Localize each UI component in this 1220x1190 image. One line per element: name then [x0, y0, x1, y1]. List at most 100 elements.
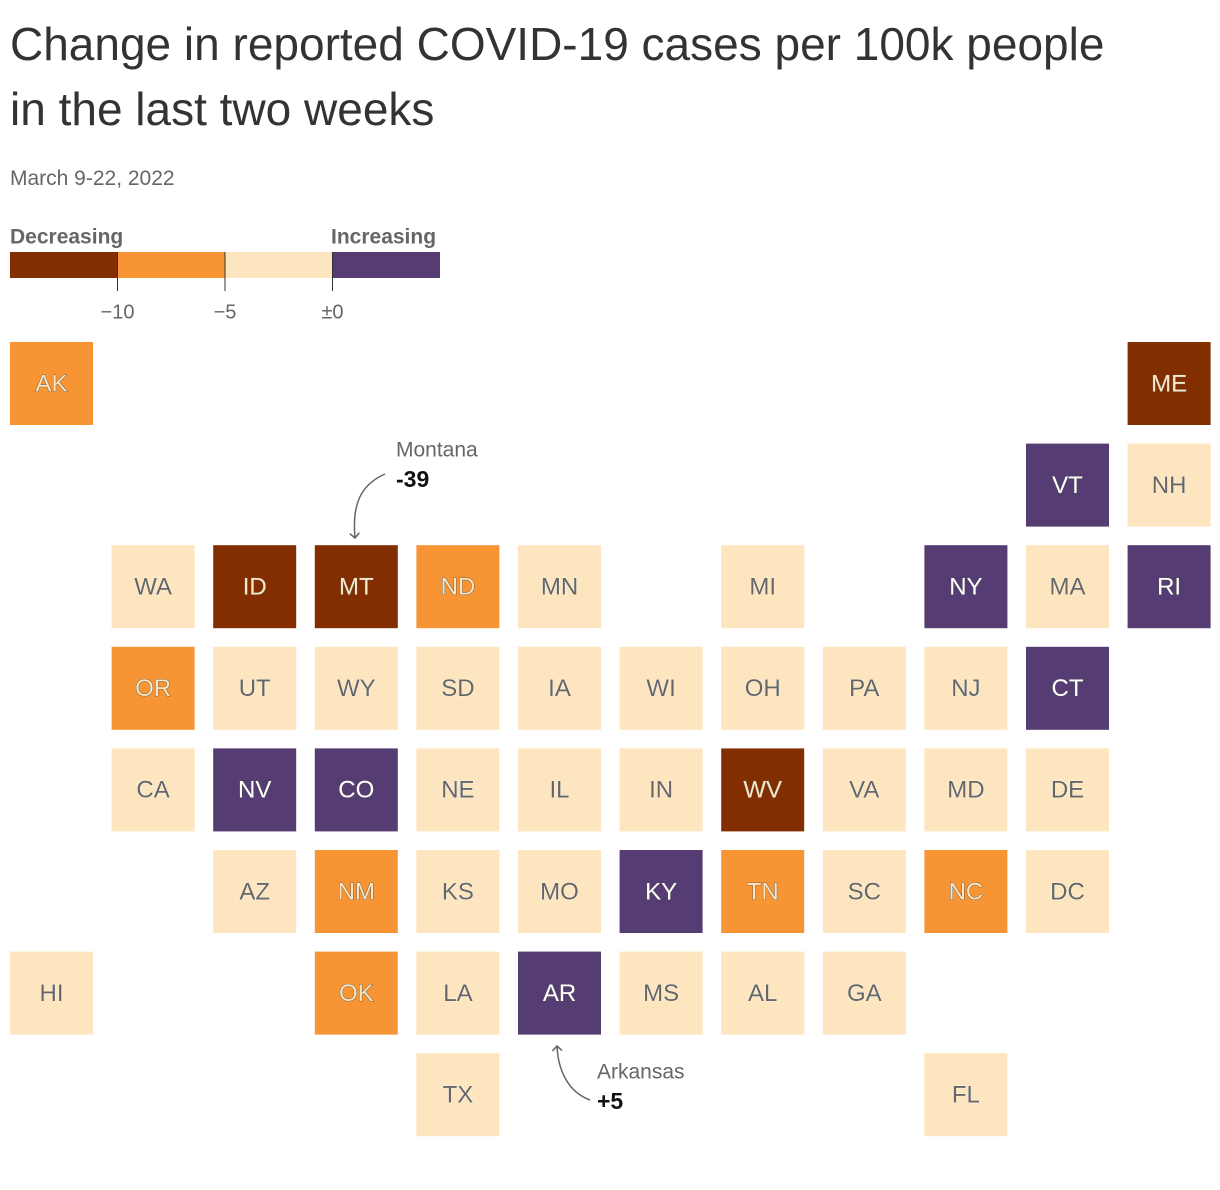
- legend-tick-label: ±0: [321, 301, 343, 323]
- state-tile: [721, 545, 805, 629]
- legend-tick-label: −10: [101, 301, 135, 323]
- state-tile: [10, 342, 93, 425]
- title: Change in reported COVID-19 cases per 10…: [10, 18, 1105, 135]
- state-label: WI: [646, 675, 675, 702]
- state-label: WV: [743, 777, 782, 804]
- state-label: NY: [949, 574, 982, 601]
- state-label: WA: [134, 574, 172, 601]
- state-label: IL: [549, 777, 569, 804]
- state-label: DE: [1051, 777, 1084, 804]
- state-label: VA: [849, 777, 879, 804]
- state-tile: [518, 850, 601, 933]
- state-tile: [416, 748, 500, 832]
- state-label: ID: [243, 574, 267, 601]
- state-label: PA: [849, 675, 879, 702]
- state-tile: [213, 748, 297, 832]
- state-tile: [924, 545, 1008, 629]
- state-tile: [314, 951, 398, 1035]
- state-label: IA: [548, 675, 571, 702]
- state-label: ME: [1151, 370, 1187, 397]
- state-label: FL: [952, 1082, 980, 1109]
- legend-swatch: [332, 252, 440, 278]
- state-tile: [416, 545, 500, 629]
- state-tile: [619, 951, 703, 1035]
- state-tile: [213, 646, 297, 730]
- state-tile: [314, 646, 398, 730]
- state-label: AR: [543, 980, 576, 1007]
- state-tile: [1127, 443, 1211, 527]
- state-tile: [10, 951, 93, 1035]
- state-tile: [1026, 443, 1109, 527]
- legend-right-label: Increasing: [331, 226, 436, 249]
- state-tile: [1127, 342, 1211, 425]
- state-tile: [1026, 646, 1109, 730]
- state-tile: [213, 545, 297, 629]
- state-label: OH: [745, 675, 781, 702]
- state-label: CT: [1052, 675, 1084, 702]
- state-label: AZ: [239, 878, 270, 905]
- state-label: KY: [645, 878, 677, 905]
- annotation-label: Arkansas: [597, 1061, 685, 1084]
- state-label: OK: [339, 980, 374, 1007]
- state-label: DC: [1050, 878, 1085, 905]
- state-label: OR: [135, 675, 171, 702]
- state-label: GA: [847, 980, 882, 1007]
- legend-left-label: Decreasing: [10, 226, 123, 249]
- state-tile: [721, 748, 805, 832]
- state-label: SC: [848, 878, 881, 905]
- legend-swatch: [225, 252, 333, 278]
- state-label: UT: [239, 675, 271, 702]
- state-label: MO: [540, 878, 579, 905]
- state-label: HI: [40, 980, 64, 1007]
- state-tile: [213, 850, 297, 933]
- state-tile: [1127, 545, 1211, 629]
- state-tile: [1026, 748, 1109, 832]
- state-label: VT: [1052, 472, 1083, 499]
- state-tile: [518, 748, 601, 832]
- state-label: IN: [649, 777, 673, 804]
- state-label: TN: [747, 878, 779, 905]
- state-label: MN: [541, 574, 578, 601]
- annotation-label: Montana: [396, 439, 478, 462]
- state-label: ND: [441, 574, 476, 601]
- state-tile: [111, 545, 195, 629]
- state-label: MS: [643, 980, 679, 1007]
- legend-swatch: [117, 252, 225, 278]
- state-tile: [822, 748, 906, 832]
- legend-tick-label: −5: [214, 301, 237, 323]
- state-tile: [924, 1053, 1008, 1137]
- state-tile: [924, 748, 1008, 832]
- state-tile: [619, 850, 703, 933]
- state-tile: [416, 646, 500, 730]
- state-label: SD: [441, 675, 474, 702]
- state-label: LA: [443, 980, 472, 1007]
- subtitle: March 9-22, 2022: [10, 167, 175, 190]
- state-tile: [924, 850, 1008, 933]
- state-label: CA: [136, 777, 169, 804]
- state-label: NV: [238, 777, 271, 804]
- state-tile: [822, 850, 906, 933]
- state-label: NE: [441, 777, 474, 804]
- annotation-value: +5: [597, 1088, 623, 1114]
- state-tile: [822, 951, 906, 1035]
- state-label: RI: [1157, 574, 1181, 601]
- state-tile: [416, 951, 500, 1035]
- state-tile: [924, 646, 1008, 730]
- legend-swatch: [10, 252, 118, 278]
- state-tile: [416, 1053, 500, 1137]
- state-tile: [1026, 545, 1109, 629]
- state-label: AL: [748, 980, 777, 1007]
- state-tile: [416, 850, 500, 933]
- annotation-value: -39: [396, 466, 429, 492]
- state-tile: [518, 951, 601, 1035]
- state-label: NM: [338, 878, 375, 905]
- state-label: CO: [338, 777, 374, 804]
- state-tile: [518, 646, 601, 730]
- annotation-arrow: [349, 473, 386, 540]
- state-tile: [111, 748, 195, 832]
- state-label: NH: [1152, 472, 1187, 499]
- state-tile: [721, 951, 805, 1035]
- annotation-arrow: [551, 1044, 591, 1101]
